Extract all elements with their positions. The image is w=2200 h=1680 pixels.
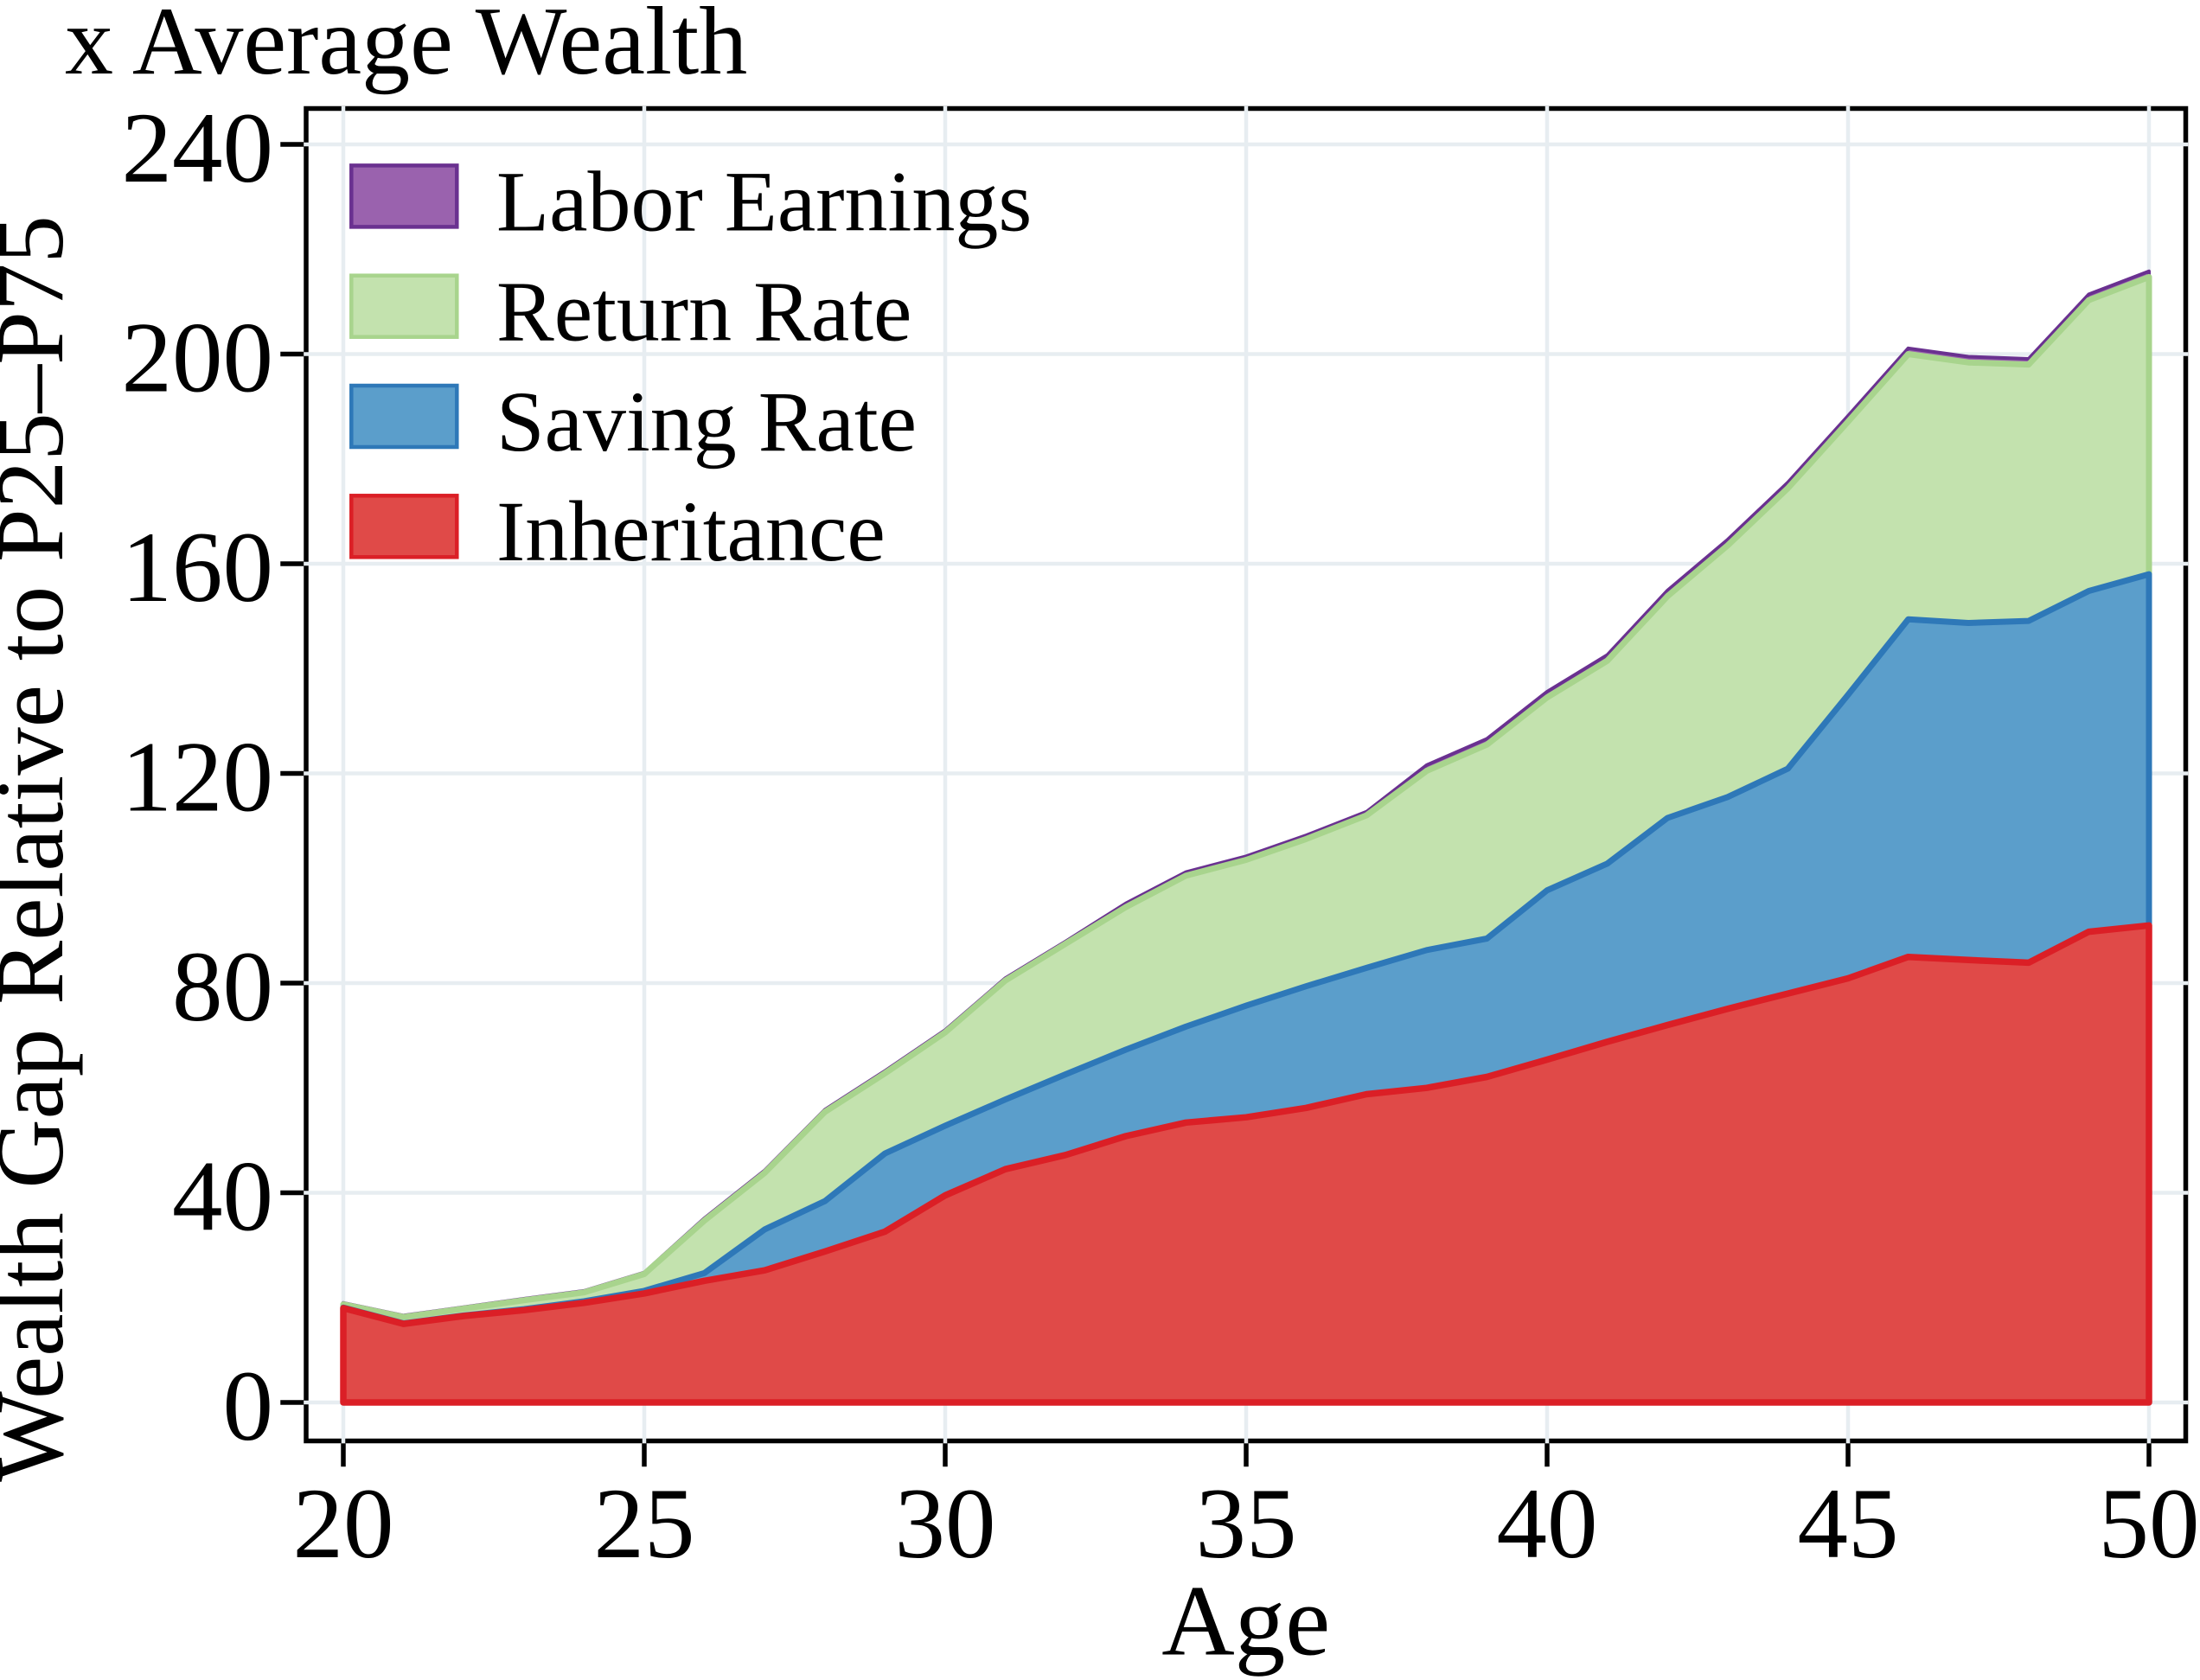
svg-text:45: 45	[1798, 1468, 1899, 1580]
svg-text:20: 20	[293, 1468, 394, 1580]
svg-text:35: 35	[1196, 1468, 1297, 1580]
svg-text:120: 120	[122, 722, 274, 834]
svg-text:x Average Wealth: x Average Wealth	[65, 0, 747, 95]
svg-text:30: 30	[895, 1468, 996, 1580]
svg-text:80: 80	[172, 931, 273, 1043]
svg-text:25: 25	[594, 1468, 695, 1580]
svg-text:160: 160	[122, 512, 274, 623]
svg-text:Labor Earnings: Labor Earnings	[496, 153, 1032, 249]
svg-text:Saving Rate: Saving Rate	[496, 374, 917, 470]
svg-text:40: 40	[1497, 1468, 1598, 1580]
svg-text:Inheritance: Inheritance	[496, 483, 886, 579]
svg-text:Age: Age	[1161, 1565, 1330, 1677]
svg-text:0: 0	[223, 1351, 274, 1462]
svg-text:50: 50	[2099, 1468, 2200, 1580]
svg-text:40: 40	[172, 1141, 273, 1253]
svg-text:240: 240	[122, 93, 274, 204]
svg-text:Wealth Gap Relative to P25–P75: Wealth Gap Relative to P25–P75	[0, 215, 84, 1482]
svg-text:Return Rate: Return Rate	[496, 264, 911, 360]
svg-text:200: 200	[122, 303, 274, 414]
